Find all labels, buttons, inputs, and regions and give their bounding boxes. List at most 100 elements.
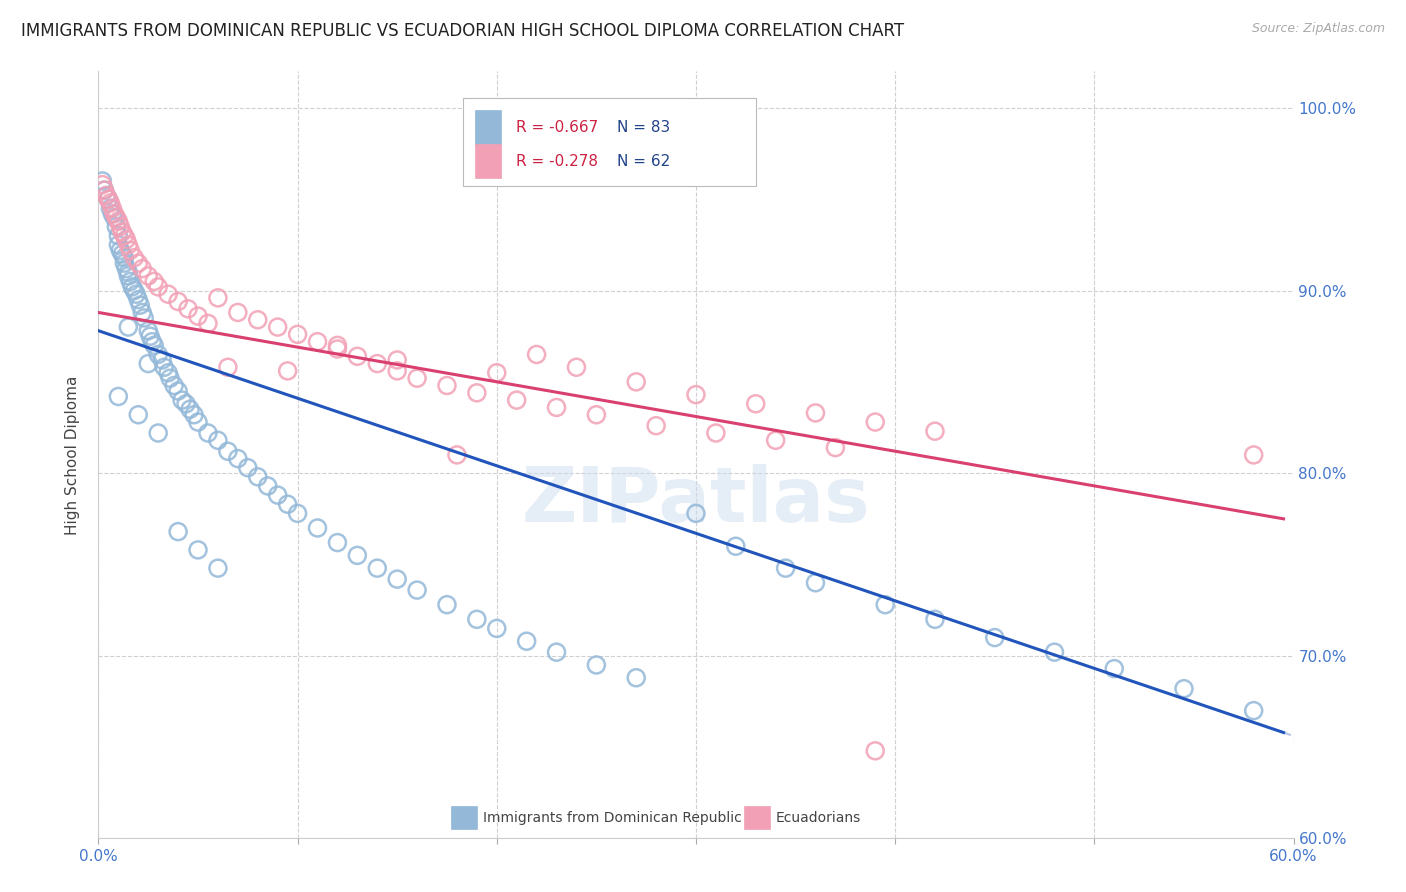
Point <box>172 393 194 408</box>
Point <box>157 366 180 380</box>
Point <box>436 598 458 612</box>
Point <box>93 183 115 197</box>
Point <box>824 441 846 455</box>
Point <box>307 334 329 349</box>
Point <box>1043 645 1066 659</box>
Point <box>105 219 128 234</box>
Point <box>366 561 388 575</box>
Point <box>865 415 887 429</box>
Point <box>685 387 707 401</box>
Point <box>924 612 946 626</box>
Point <box>217 360 239 375</box>
Point <box>153 360 176 375</box>
Point <box>526 347 548 361</box>
Point <box>127 293 149 307</box>
Point <box>924 424 946 438</box>
Point <box>207 561 229 575</box>
Point <box>385 353 409 368</box>
Point <box>307 521 329 535</box>
Point <box>139 329 162 343</box>
Point <box>197 425 219 440</box>
Point <box>485 622 508 636</box>
Point <box>187 415 209 429</box>
Point <box>207 434 229 448</box>
Point <box>107 228 129 243</box>
Point <box>645 418 668 433</box>
Point <box>406 583 429 598</box>
Point <box>91 174 114 188</box>
Text: N = 62: N = 62 <box>617 153 671 169</box>
Point <box>125 287 148 301</box>
Point <box>117 320 139 334</box>
Point <box>326 535 349 549</box>
Point <box>107 389 129 403</box>
Point <box>150 353 173 368</box>
Point <box>163 378 186 392</box>
Text: R = -0.667: R = -0.667 <box>516 120 598 135</box>
Point <box>436 378 458 392</box>
Point <box>105 211 128 225</box>
Point <box>101 202 124 216</box>
FancyBboxPatch shape <box>475 110 501 145</box>
Point <box>485 366 508 380</box>
Point <box>115 232 138 246</box>
Point <box>127 256 149 270</box>
Point <box>143 338 166 352</box>
Text: IMMIGRANTS FROM DOMINICAN REPUBLIC VS ECUADORIAN HIGH SCHOOL DIPLOMA CORRELATION: IMMIGRANTS FROM DOMINICAN REPUBLIC VS EC… <box>21 22 904 40</box>
FancyBboxPatch shape <box>475 144 501 178</box>
Point <box>187 542 209 557</box>
Point <box>1173 681 1195 696</box>
Point <box>129 298 152 312</box>
Point <box>174 397 197 411</box>
Point <box>177 301 200 316</box>
Text: ZIPatlas: ZIPatlas <box>522 464 870 538</box>
Point <box>97 192 120 206</box>
Point <box>111 225 134 239</box>
Point <box>406 371 429 385</box>
Text: N = 83: N = 83 <box>617 120 671 135</box>
Point <box>465 385 488 400</box>
Point <box>446 448 468 462</box>
Point <box>326 342 349 356</box>
Point <box>103 211 125 225</box>
Point <box>179 402 201 417</box>
Point <box>724 539 747 553</box>
Point <box>745 397 768 411</box>
FancyBboxPatch shape <box>744 806 770 830</box>
Point <box>107 214 129 228</box>
Point <box>626 671 648 685</box>
Point <box>148 347 170 361</box>
Point <box>226 305 249 319</box>
Point <box>96 188 118 202</box>
Point <box>546 401 568 415</box>
Point <box>626 375 648 389</box>
Point <box>346 349 368 363</box>
Point <box>136 268 159 283</box>
Point <box>565 360 588 375</box>
Point <box>101 207 124 221</box>
Point <box>112 251 135 265</box>
Point <box>1243 448 1265 462</box>
Point <box>96 188 118 202</box>
Point <box>585 408 607 422</box>
Point <box>157 287 180 301</box>
Point <box>167 384 190 398</box>
Point <box>117 238 139 252</box>
Point <box>256 479 278 493</box>
Point <box>246 312 269 326</box>
Point <box>984 631 1007 645</box>
Point <box>685 507 707 521</box>
Point <box>103 207 125 221</box>
Point <box>120 274 142 288</box>
Point <box>704 425 727 440</box>
Point <box>121 280 143 294</box>
Point <box>804 406 827 420</box>
Point <box>187 309 209 323</box>
Point <box>98 202 122 216</box>
Point <box>775 561 797 575</box>
Point <box>287 327 309 342</box>
Point <box>267 488 290 502</box>
Point <box>765 434 787 448</box>
Point <box>111 247 134 261</box>
Point <box>117 265 139 279</box>
